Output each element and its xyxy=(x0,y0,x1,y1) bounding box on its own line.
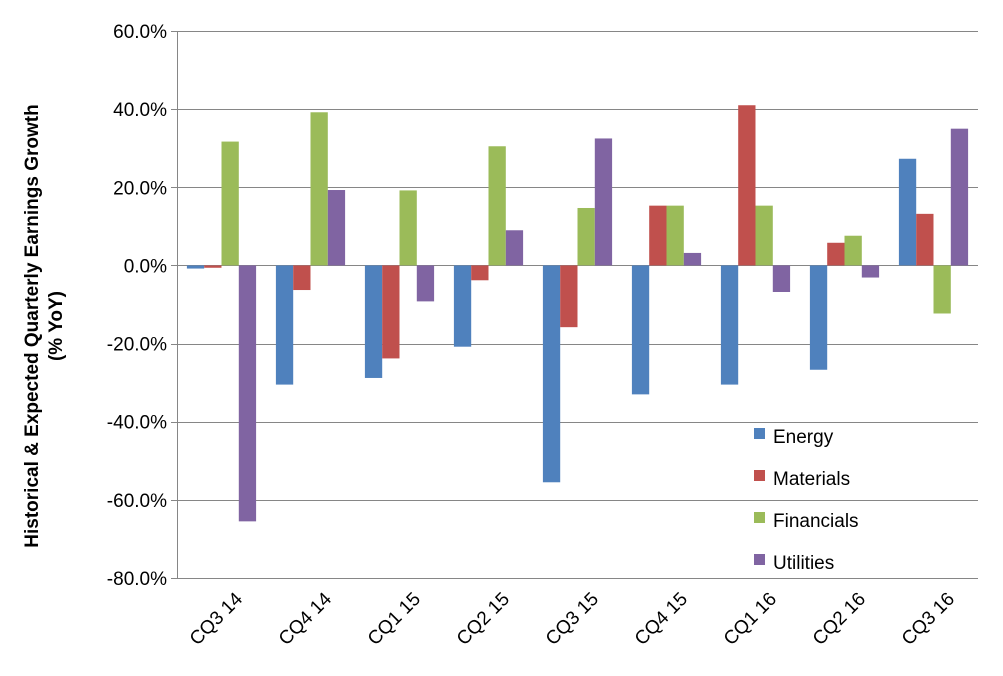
x-tick-label: CQ2 15 xyxy=(453,589,514,650)
y-tick-label: 60.0% xyxy=(113,22,167,43)
x-tick-label: CQ1 15 xyxy=(364,589,425,650)
x-tick-label: CQ3 16 xyxy=(898,589,959,650)
y-axis-title: Historical & Expected Quarterly Earnings… xyxy=(22,104,67,547)
bar-financials-4 xyxy=(577,207,595,266)
y-tick-label: -20.0% xyxy=(107,335,167,356)
bar-energy-7 xyxy=(809,265,828,370)
bar-materials-1 xyxy=(293,265,311,291)
y-axis-title-line2: (% YoY) xyxy=(46,291,67,361)
bar-energy-6 xyxy=(720,265,739,385)
legend-label-energy: Energy xyxy=(773,427,834,448)
bar-financials-7 xyxy=(844,235,862,266)
legend-label-utilities: Utilities xyxy=(773,553,834,574)
bar-financials-3 xyxy=(488,146,506,266)
bar-utilities-4 xyxy=(594,138,613,266)
x-tick-label: CQ2 16 xyxy=(809,589,870,650)
x-tick-labels: CQ3 14 CQ4 14 CQ1 15 CQ2 15 CQ3 15 CQ4 15 CQ1 … xyxy=(186,588,959,649)
bar-financials-8 xyxy=(933,265,951,314)
bar-financials-1 xyxy=(310,112,328,266)
bar-energy-0 xyxy=(186,265,205,269)
bar-energy-2 xyxy=(364,265,383,378)
y-tick-label: 20.0% xyxy=(113,178,167,199)
y-tick-label: 40.0% xyxy=(113,100,167,121)
bars xyxy=(186,105,969,522)
bar-utilities-5 xyxy=(683,252,702,266)
bar-financials-5 xyxy=(666,205,684,266)
legend-label-materials: Materials xyxy=(773,469,850,490)
bar-materials-4 xyxy=(560,265,578,328)
bar-materials-0 xyxy=(204,265,222,268)
x-tick-label: CQ4 15 xyxy=(631,589,692,650)
bar-financials-2 xyxy=(399,190,417,266)
legend-swatch-financials xyxy=(754,512,765,523)
bar-utilities-0 xyxy=(238,265,257,522)
bar-materials-5 xyxy=(649,205,667,266)
bar-financials-6 xyxy=(755,205,773,266)
bar-materials-8 xyxy=(916,213,934,266)
legend: Energy Materials Financials Utilities xyxy=(754,427,859,574)
legend-label-financials: Financials xyxy=(773,511,859,532)
legend-swatch-energy xyxy=(754,428,765,439)
bar-materials-2 xyxy=(382,265,400,359)
legend-swatch-materials xyxy=(754,470,765,481)
axes xyxy=(171,31,178,579)
bar-utilities-8 xyxy=(950,128,969,266)
x-tick-label: CQ3 15 xyxy=(542,589,603,650)
bar-utilities-6 xyxy=(772,265,791,292)
bar-utilities-3 xyxy=(505,230,524,266)
x-tick-label: CQ3 14 xyxy=(186,588,247,649)
legend-swatch-utilities xyxy=(754,554,765,565)
bar-utilities-2 xyxy=(416,265,435,302)
y-axis-title-line1: Historical & Expected Quarterly Earnings… xyxy=(22,104,43,547)
bar-materials-7 xyxy=(827,242,845,266)
bar-utilities-1 xyxy=(327,190,346,266)
bar-financials-0 xyxy=(221,141,239,266)
x-tick-label: CQ1 16 xyxy=(720,589,781,650)
y-tick-label: 0.0% xyxy=(124,256,167,277)
y-tick-label: -40.0% xyxy=(107,413,167,434)
bar-materials-3 xyxy=(471,265,489,281)
bar-energy-5 xyxy=(631,265,650,395)
y-tick-label: -80.0% xyxy=(107,569,167,590)
bar-energy-8 xyxy=(898,158,917,266)
y-tick-label: -60.0% xyxy=(107,491,167,512)
x-tick-label: CQ4 14 xyxy=(275,588,336,649)
bar-energy-4 xyxy=(542,265,561,483)
bar-energy-3 xyxy=(453,265,472,347)
bar-utilities-7 xyxy=(861,265,880,278)
bar-energy-1 xyxy=(275,265,294,385)
bar-materials-6 xyxy=(738,105,756,266)
y-tick-labels: 60.0% 40.0% 20.0% 0.0% -20.0% -40.0% -60.0% -80… xyxy=(107,22,167,590)
